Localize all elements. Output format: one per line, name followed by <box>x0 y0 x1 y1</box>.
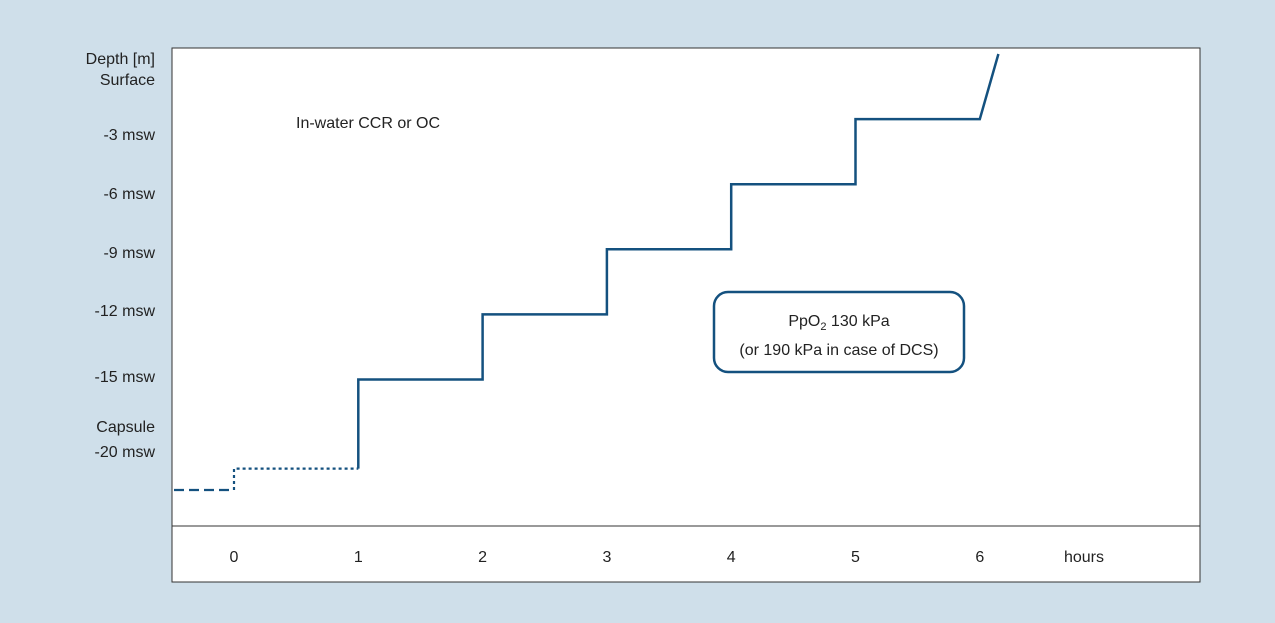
y-axis-title: Depth [m] <box>86 51 155 68</box>
ppo2-callout-box <box>712 290 966 374</box>
y-tick-label: Surface <box>100 72 155 89</box>
y-tick-label: -20 msw <box>95 444 156 461</box>
x-tick-label: 5 <box>851 549 860 566</box>
ppo2-callout: PpO2 130 kPa (or 190 kPa in case of DCS) <box>712 290 966 374</box>
plot-area <box>171 47 1201 583</box>
x-tick-label: 0 <box>230 549 239 566</box>
y-tick-label: -9 msw <box>103 245 155 262</box>
x-axis-title: hours <box>1064 549 1104 566</box>
x-tick-label: 4 <box>727 549 736 566</box>
x-tick-labels: 0 1 2 3 4 5 6 <box>230 549 985 566</box>
capsule-label: Capsule <box>96 419 155 436</box>
ppo2-subscript: 2 <box>820 321 826 333</box>
x-tick-label: 1 <box>354 549 363 566</box>
x-tick-label: 2 <box>478 549 487 566</box>
profile-segment-dotted <box>232 467 359 490</box>
y-tick-labels: Surface -3 msw -6 msw -9 msw -12 msw -15 msw -… <box>95 72 156 461</box>
x-tick-label: 6 <box>975 549 984 566</box>
chart-annotation: In-water CCR or OC <box>296 115 440 132</box>
profile-segment-solid <box>357 53 1000 469</box>
y-tick-label: -6 msw <box>103 186 155 203</box>
ppo2-callout-line1: PpO2 130 kPa <box>788 313 889 333</box>
ppo2-label: PpO <box>788 313 820 330</box>
y-tick-label: -12 msw <box>95 303 156 320</box>
x-tick-label: 3 <box>602 549 611 566</box>
ppo2-value: 130 kPa <box>826 313 889 330</box>
y-tick-label: -15 msw <box>95 369 156 386</box>
ppo2-callout-line2: (or 190 kPa in case of DCS) <box>739 342 938 359</box>
y-tick-label: -3 msw <box>103 127 155 144</box>
dive-profile-series <box>174 53 1000 492</box>
